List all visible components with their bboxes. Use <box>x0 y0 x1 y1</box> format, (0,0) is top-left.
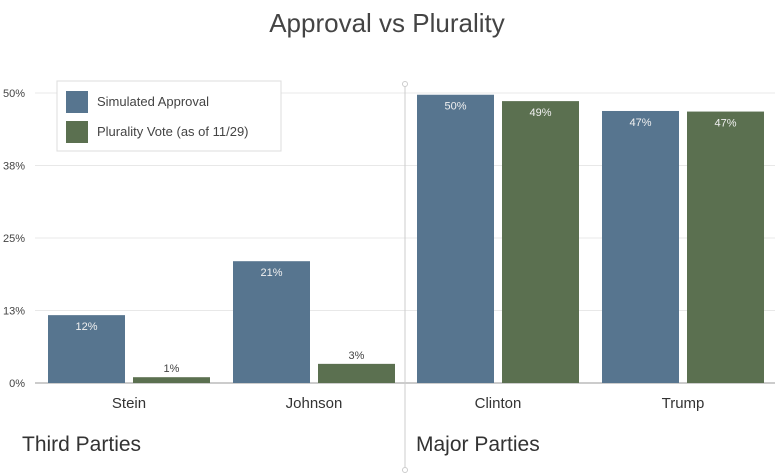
data-label: 47% <box>714 118 736 130</box>
legend: Simulated Approval Plurality Vote (as of… <box>56 80 282 152</box>
bar-clinton-approval <box>417 94 494 384</box>
y-tick-label: 0% <box>9 378 25 390</box>
data-label: 50% <box>444 101 466 113</box>
y-tick-label: 50% <box>3 88 25 100</box>
bar-clinton-plurality <box>502 101 579 384</box>
y-tick-label: 38% <box>3 161 25 173</box>
divider-handle-top <box>402 81 408 87</box>
x-tick-label: Stein <box>112 395 146 412</box>
y-tick-label: 13% <box>3 306 25 318</box>
group-label-third-parties: Third Parties <box>22 433 141 456</box>
legend-label-approval: Simulated Approval <box>97 94 209 109</box>
bar-stein-plurality <box>133 377 210 383</box>
bar-trump-approval <box>602 110 679 383</box>
x-tick-label: Clinton <box>475 395 522 412</box>
bar-johnson-plurality <box>318 363 395 383</box>
y-tick-label: 25% <box>3 233 25 245</box>
x-tick-label: Johnson <box>286 395 343 412</box>
bar-johnson-approval <box>233 261 310 383</box>
data-label: 49% <box>529 107 551 119</box>
data-label: 21% <box>260 267 282 279</box>
bar-stein-approval <box>48 315 125 383</box>
data-label: 3% <box>349 350 365 362</box>
chart-title: Approval vs Plurality <box>269 8 505 38</box>
legend-swatch-plurality <box>66 121 88 143</box>
data-label: 47% <box>629 117 651 129</box>
data-label: 12% <box>75 321 97 333</box>
data-label: 1% <box>164 363 180 375</box>
bar-trump-plurality <box>687 111 764 383</box>
divider-handle-bottom <box>402 467 408 473</box>
legend-label-plurality: Plurality Vote (as of 11/29) <box>97 124 249 139</box>
group-label-major-parties: Major Parties <box>416 433 540 456</box>
legend-swatch-approval <box>66 91 88 113</box>
legend-box <box>56 80 282 152</box>
x-tick-label: Trump <box>662 395 705 412</box>
